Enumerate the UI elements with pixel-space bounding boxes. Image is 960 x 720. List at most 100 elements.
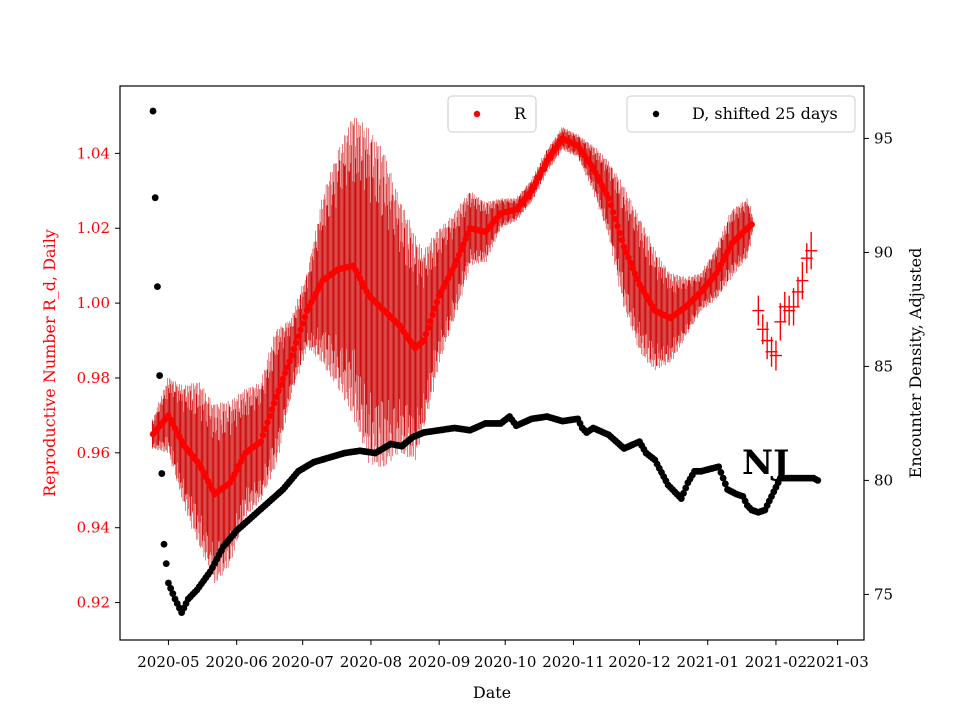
r-point [464,230,471,237]
y-left-tick-label: 1.02 [77,219,110,237]
r-point [297,326,304,334]
r-point [286,358,293,365]
y-left-tick-label: 0.94 [77,519,110,537]
r-point [453,257,460,264]
d-point [680,489,687,497]
d-point [169,590,177,598]
r-point [290,345,298,353]
legend-r-marker [473,110,481,118]
r-point [422,330,430,338]
x-tick-label: 2020-12 [608,653,670,671]
y-right-tick-label: 85 [874,357,893,375]
r-point [259,431,267,439]
r-point [614,222,621,230]
r-point [609,209,617,216]
x-tick-label: 2020-06 [205,653,267,671]
r-point [462,235,469,243]
d-point [149,107,157,115]
r-point [264,419,271,426]
axes: 2020-05 2020-06 2020-07 2020-08 2020-09 2020-… [77,129,894,671]
d-point [151,194,159,202]
r-point [748,221,755,228]
legend-r-label: R [514,104,527,123]
x-tick-label: 2020-07 [272,653,334,671]
r-point [273,393,280,400]
r-point [284,364,291,371]
legend-d-box [626,95,856,133]
d-point [160,540,168,548]
legend-d-label: D, shifted 25 days [692,104,838,123]
y-right-tick-label: 90 [874,243,893,261]
r-point [420,337,427,344]
y-right-tick-label: 75 [874,585,893,603]
legend-r-box [447,95,537,133]
r-point [625,254,632,261]
r-point [607,202,615,209]
x-tick-label: 2020-05 [137,653,199,671]
r-point [288,352,295,359]
r-point [629,265,637,272]
x-tick-label: 2021-02 [745,653,807,671]
x-tick-label: 2021-03 [806,653,868,671]
legend-d: D, shifted 25 days [626,95,856,133]
r-point [451,262,458,269]
x-tick-label: 2020-08 [340,653,402,671]
r-point [295,333,302,340]
r-point [270,399,278,407]
r-point [433,298,441,306]
r-point [266,412,273,420]
error-bars [151,117,753,583]
r-point [620,243,628,251]
r-point [427,318,434,325]
r-point [431,305,438,312]
d-point [677,495,685,503]
r-point [612,215,619,223]
r-point [257,438,265,445]
r-point [268,406,276,413]
x-tick-label: 2021-01 [677,653,739,671]
x-tick-label: 2020-09 [408,653,470,671]
d-point [719,474,727,482]
r-point [618,236,626,244]
d-point [167,584,175,592]
r-point [424,324,432,331]
y-right-tick-label: 95 [874,129,893,147]
r-point [262,425,269,432]
r-point [634,275,641,283]
r-point [299,320,306,327]
d-point [814,477,822,484]
legend-r: R [447,95,537,133]
r-point [457,246,465,253]
y-left-tick-label: 1.04 [77,144,110,162]
y-left-tick-label: 1.00 [77,294,110,312]
r-point [616,229,623,237]
r-point [631,270,639,277]
r-point [627,259,634,267]
d-point [158,470,166,477]
r-point [281,369,289,377]
plot-frame [119,85,865,641]
y-axis-right-title: Encounter Density, Adjusted [906,248,925,479]
y-right-tick-label: 80 [874,471,893,489]
r-point [455,251,463,259]
x-tick-label: 2020-11 [542,653,604,671]
x-axis-title: Date [473,683,511,702]
state-annotation: NJ [742,443,789,483]
r-point [623,249,630,256]
y-left-tick-label: 0.98 [77,369,110,387]
d-point [682,484,690,492]
r-point [275,387,282,395]
r-point [460,241,467,248]
d-point [156,372,164,379]
y-axis-left-title: Reproductive Number R_d, Daily [40,229,59,497]
d-point [715,463,723,471]
y-left-tick-label: 0.92 [77,594,110,612]
d-point [721,480,729,488]
d-point [154,283,161,291]
d-point [165,579,172,587]
r-point [301,313,309,321]
legend-d-marker [652,110,660,118]
r-point [277,381,284,389]
data-points [149,107,822,617]
